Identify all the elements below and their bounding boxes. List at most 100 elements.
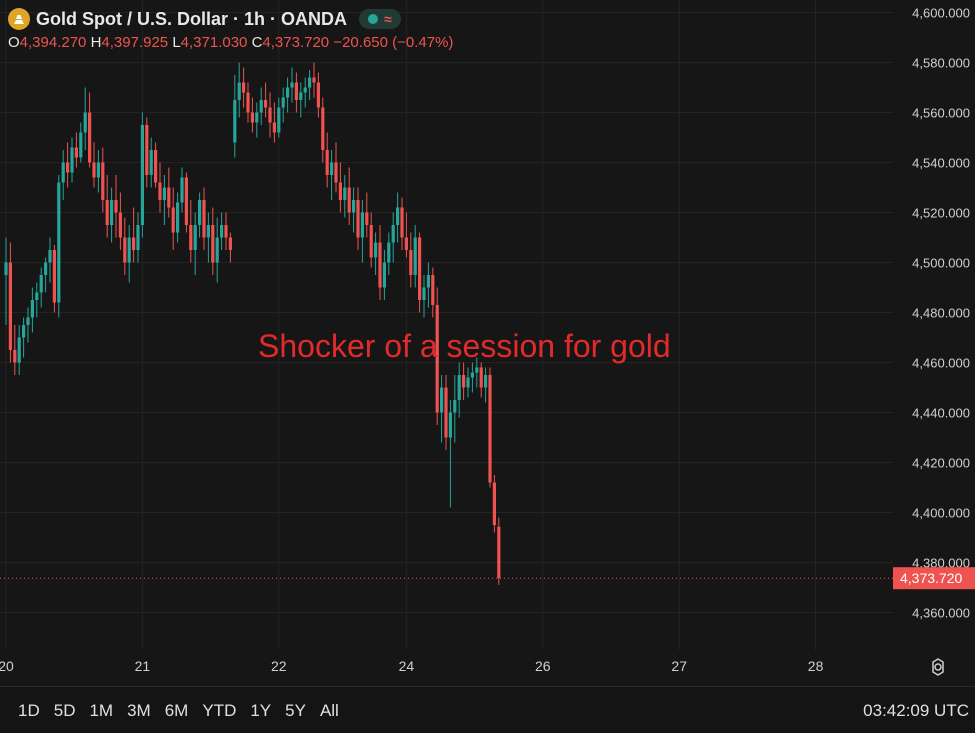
candle-body <box>101 162 105 200</box>
candle-body <box>303 87 307 93</box>
price-tick-label: 4,500.000 <box>912 256 970 271</box>
candle-body <box>268 107 272 123</box>
candle-body <box>61 162 65 183</box>
candle-body <box>110 200 114 225</box>
candle-body <box>312 77 316 83</box>
candle-body <box>88 112 92 163</box>
candle-body <box>347 187 351 213</box>
range-button[interactable]: 6M <box>164 701 189 720</box>
candle-body <box>334 162 338 183</box>
candle-body <box>74 147 78 158</box>
candle-body <box>35 292 39 300</box>
candle-body <box>360 212 364 238</box>
candle-body <box>39 275 43 293</box>
candle-body <box>413 237 417 275</box>
time-tick-label: 20 <box>0 658 14 674</box>
candle-body <box>149 150 153 175</box>
candle-body <box>255 112 259 123</box>
candle-body <box>492 482 496 525</box>
candle-body <box>158 182 162 200</box>
candle-body <box>30 300 34 318</box>
price-tick-label: 4,460.000 <box>912 356 970 371</box>
candle-body <box>299 92 303 100</box>
candle-body <box>154 150 158 183</box>
candle-body <box>356 200 360 238</box>
candle-body <box>352 200 356 213</box>
wave-icon: ≈ <box>384 11 392 27</box>
low-key: L <box>172 34 181 51</box>
candle-body <box>83 112 87 133</box>
high-key: H <box>90 34 102 51</box>
close-value: 4,373.720 <box>262 34 330 51</box>
candle-body <box>444 387 448 438</box>
candle-body <box>400 207 404 238</box>
time-tick-label: 28 <box>808 658 824 674</box>
candle-body <box>382 262 386 288</box>
utc-clock[interactable]: 03:42:09 UTC <box>863 701 969 720</box>
candle-body <box>330 162 334 175</box>
last-price-label: 4,373.720 <box>900 570 962 586</box>
symbol-title[interactable]: Gold Spot / U.S. Dollar · 1h · OANDA <box>36 8 348 29</box>
candle-body <box>391 225 395 243</box>
candle-body <box>215 237 219 263</box>
bottom-toolbar: 1D 5D 1M 3M 6M YTD 1Y 5Y All 03:42:09 UT… <box>0 686 975 733</box>
last-price-tag: 4,373.720 <box>893 567 975 590</box>
time-tick-label: 22 <box>271 658 287 674</box>
open-value: 4,394.270 <box>19 34 87 51</box>
candle-body <box>365 212 369 225</box>
candle-body <box>387 242 391 263</box>
candle-body <box>290 82 294 88</box>
range-button[interactable]: 1M <box>89 701 114 720</box>
range-button[interactable]: 5Y <box>285 701 306 720</box>
candle-body <box>294 82 298 100</box>
candle-body <box>145 125 149 175</box>
candle-body <box>57 182 61 303</box>
candle-body <box>26 317 30 325</box>
candle-body <box>448 412 452 438</box>
price-tick-label: 4,420.000 <box>912 456 970 471</box>
candle-body <box>4 262 8 275</box>
candle-body <box>338 182 342 200</box>
price-tick-label: 4,400.000 <box>912 506 970 521</box>
candle-body <box>484 375 488 388</box>
candle-body <box>272 122 276 133</box>
candle-body <box>233 100 237 143</box>
candle-body <box>264 100 268 108</box>
candle-body <box>118 212 122 238</box>
candles <box>4 62 501 585</box>
range-button[interactable]: 1Y <box>250 701 272 720</box>
candle-body <box>228 237 232 250</box>
candle-body <box>281 97 285 108</box>
candle-body <box>17 337 21 363</box>
candle-body <box>462 375 466 388</box>
range-button[interactable]: 1D <box>18 701 40 720</box>
range-button[interactable]: YTD <box>202 701 237 720</box>
chart-annotation: Shocker of a session for gold <box>258 328 671 364</box>
range-button[interactable]: 5D <box>53 701 76 720</box>
candle-body <box>321 107 325 150</box>
price-tick-label: 4,580.000 <box>912 56 970 71</box>
candle-body <box>409 250 413 275</box>
candle-body <box>92 162 96 178</box>
range-button[interactable]: All <box>319 701 339 720</box>
candle-body <box>426 275 430 288</box>
price-tick-label: 4,440.000 <box>912 406 970 421</box>
candle-body <box>431 275 435 305</box>
candle-body <box>44 262 48 275</box>
candle-body <box>224 225 228 238</box>
chart-settings-gear-icon[interactable] <box>928 657 948 677</box>
candle-body <box>198 200 202 225</box>
candle-body <box>396 207 400 225</box>
candle-body <box>453 400 457 413</box>
price-tick-label: 4,560.000 <box>912 106 970 121</box>
candle-body <box>404 237 408 250</box>
candle-body <box>475 367 479 373</box>
candle-body <box>250 112 254 123</box>
candle-body <box>136 225 140 250</box>
market-status-pill[interactable]: ≈ <box>359 9 401 29</box>
candle-body <box>343 187 347 200</box>
candle-body <box>189 225 193 250</box>
candlestick-chart[interactable]: 4,600.000 4,580.000 4,560.000 4,540.000 4,52… <box>0 0 975 686</box>
range-button[interactable]: 3M <box>127 701 151 720</box>
candle-body <box>70 147 74 173</box>
